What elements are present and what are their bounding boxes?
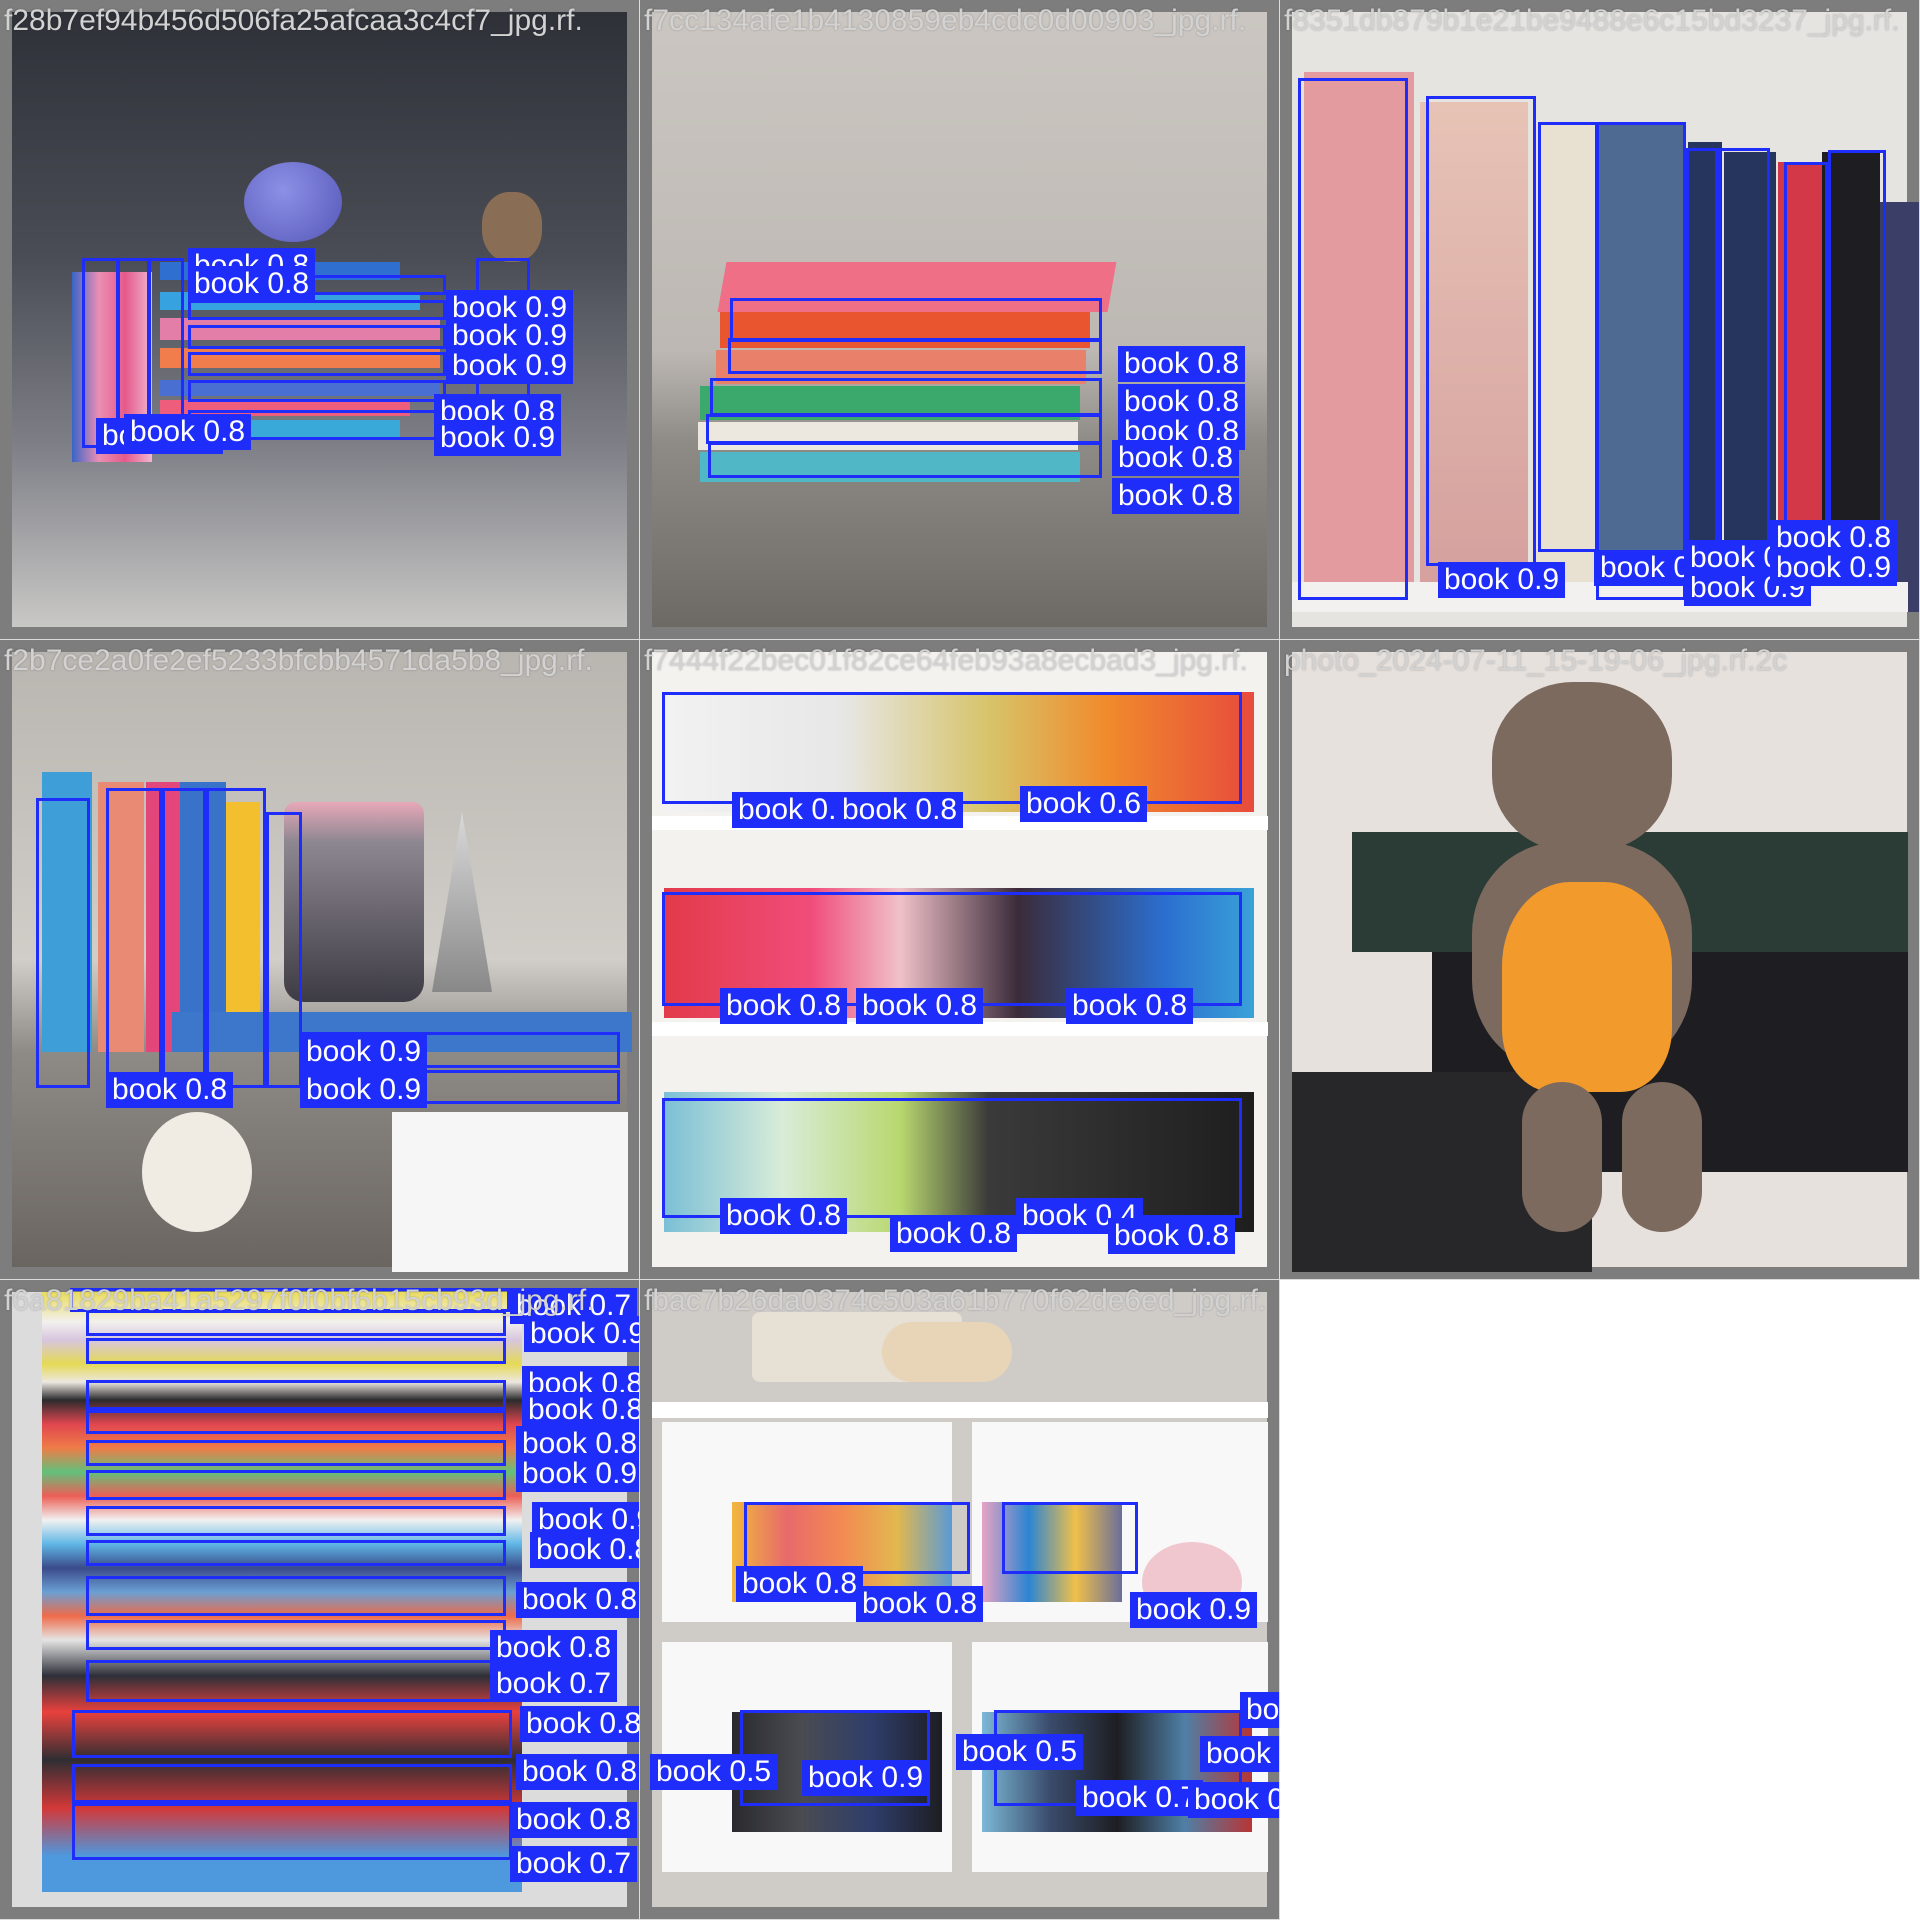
detection-label: book 0.8 bbox=[510, 1802, 638, 1838]
empty-cell bbox=[1280, 1280, 1920, 1920]
detection-label: book 0.8 bbox=[720, 1198, 848, 1234]
detection-label: book 0.9 bbox=[1438, 562, 1566, 598]
detection-label: book 0.7 bbox=[1076, 1780, 1204, 1816]
detection-label: book 0.9 bbox=[446, 348, 574, 384]
detection-label: book 0.8 bbox=[516, 1754, 639, 1790]
detection-label: book 0.8 bbox=[124, 414, 252, 450]
detection-label: book 0.9 bbox=[532, 1502, 639, 1538]
photo bbox=[12, 652, 632, 1272]
tile-caption: photo_2024-07-11_15-19-06_jpg.rf.2c bbox=[1284, 644, 1788, 677]
tile-taylor: book 0.9 book 0.8 book 0.9 f2b7ce2a0fe2e… bbox=[0, 640, 640, 1280]
detection-label: book 0.8 bbox=[1066, 988, 1194, 1024]
detection-label: book 0.8 bbox=[520, 1706, 639, 1742]
tile-caption: f7cc134afe1b4130859eb4cdc0d00903_jpg.rf. bbox=[644, 4, 1247, 37]
tile-caption: f7444f22bec01f82ce64feb93a8ecbad3_jpg.rf… bbox=[644, 644, 1248, 677]
detection-label: book 0.8 bbox=[1118, 346, 1246, 382]
teddy-bear bbox=[1492, 682, 1672, 852]
detection-label: book 0.5 bbox=[956, 1734, 1084, 1770]
tile-caption: f2b7ce2a0fe2ef5233bfcbb4571da5b8_jpg.rf. bbox=[4, 644, 593, 677]
detection-label: book 0.9 bbox=[300, 1034, 428, 1070]
detection-label: book 0.8 bbox=[516, 1582, 639, 1618]
detection-label: book 0.9 bbox=[802, 1760, 930, 1796]
detection-label: book 0.9 bbox=[300, 1072, 428, 1108]
tile-stack-travel: book 0.8 book 0.8 book 0.8 book 0.8 book… bbox=[640, 0, 1280, 640]
tile-caption: f6a81829ba41a5297f0f0bf6b15cb93d_jpg.rf. bbox=[4, 1284, 595, 1317]
teddy-figurine bbox=[482, 192, 542, 262]
detection-label: book 0.9 bbox=[516, 1456, 639, 1492]
tile-teddy: photo_2024-07-11_15-19-06_jpg.rf.2c bbox=[1280, 640, 1920, 1280]
detection-label: book 0.8 bbox=[188, 266, 316, 302]
detection-label: book 0.8 bbox=[890, 1216, 1018, 1252]
tile-bookcase: book 0.8 book 0.8 book 0.6 book 0.8 book… bbox=[640, 640, 1280, 1280]
detection-label: book 0.6 bbox=[1020, 786, 1148, 822]
detection-label: book 0.8 bbox=[1108, 1218, 1236, 1254]
detection-label: book 0.8 bbox=[836, 792, 964, 828]
detection-label: book 0.8 bbox=[856, 988, 984, 1024]
photo bbox=[652, 652, 1268, 1267]
detection-label: book 0.5 bbox=[650, 1754, 778, 1790]
tile-tall-stack: book 0.7 book 0.9 book 0.8 book 0.8 book… bbox=[0, 1280, 640, 1920]
detection-label: book 0.8 bbox=[1112, 440, 1240, 476]
detection-label: book 0.8 bbox=[856, 1586, 984, 1622]
detection-label: book 0.9 bbox=[434, 420, 562, 456]
detection-label: book 0.9 bbox=[524, 1316, 639, 1352]
detection-label: book 0.8 bbox=[516, 1426, 639, 1462]
detection-label: book 0.8 bbox=[522, 1392, 639, 1428]
detection-label: book 0.9 bbox=[1770, 550, 1898, 586]
detection-label: book 0.7 bbox=[510, 1846, 638, 1882]
taylor-swift-cup bbox=[284, 802, 424, 1002]
tile-classics: book 0.9 book 0.9 book 0.9 book 0.9 book… bbox=[1280, 0, 1920, 640]
detection-label: book 0.4 bbox=[1016, 1198, 1144, 1234]
detection-label: book 0.8 bbox=[1188, 1782, 1279, 1818]
detection-label: book 0.8 bbox=[736, 1566, 864, 1602]
detection-label: book 0.7 bbox=[490, 1666, 618, 1702]
purple-candle bbox=[244, 162, 342, 242]
detection-label: book 0.8 bbox=[1112, 478, 1240, 514]
detection-label: book 0.9 bbox=[1130, 1592, 1258, 1628]
disco-tree bbox=[432, 812, 492, 992]
detection-label: book 0.8 bbox=[720, 988, 848, 1024]
photo bbox=[1292, 652, 1908, 1272]
detection-label: book 0.8 bbox=[530, 1532, 639, 1568]
photo bbox=[652, 12, 1267, 627]
detection-label: book 0.6 bbox=[1240, 1692, 1279, 1728]
tile-caption: f8351db879b1e21be9488e6c15bd3237_jpg.rf. bbox=[1284, 4, 1900, 37]
book-stack bbox=[42, 1292, 522, 1892]
tile-caption: fbac7b26da0374c503a61b770f62de6ed_jpg.rf… bbox=[644, 1284, 1267, 1317]
detection-label: book 0.8 bbox=[106, 1072, 234, 1108]
tile-shelf-dark: book 0.8 book 0.8 book 0.9 book 0.9 book… bbox=[0, 0, 640, 640]
detection-label: book 0.8 bbox=[490, 1630, 618, 1666]
tile-caption: f28b7ef94b456d506fa25afcaa3c4cf7_jpg.rf. bbox=[4, 4, 583, 37]
detection-label: book 0.9 bbox=[1200, 1736, 1279, 1772]
tile-cubby: book 0.8 book 0.8 book 0.9 book 0.6 book… bbox=[640, 1280, 1280, 1920]
